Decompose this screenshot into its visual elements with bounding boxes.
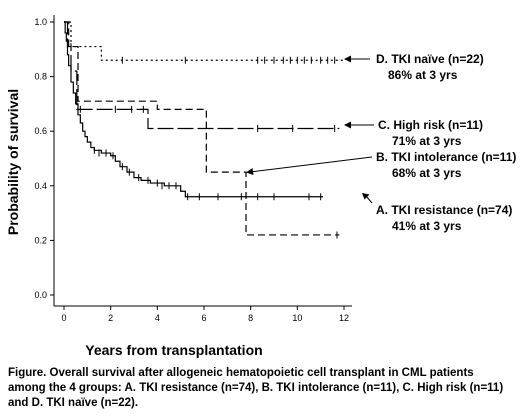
label-b-name: B. TKI intolerance (n=11) (376, 150, 516, 164)
x-tick-label: 6 (201, 313, 206, 323)
x-tick-label: 2 (108, 313, 113, 323)
series-c (64, 21, 340, 132)
label-b-annotation: 68% at 3 yrs (392, 166, 462, 180)
y-tick-label: 0.2 (34, 235, 47, 245)
x-tick-label: 8 (248, 313, 253, 323)
label-c-annotation: 71% at 3 yrs (392, 134, 462, 148)
label-d-annotation: 86% at 3 yrs (388, 68, 458, 82)
series-d (64, 21, 344, 64)
arrow-a (365, 195, 373, 204)
series-a (64, 21, 323, 201)
y-tick-label: 1.0 (34, 17, 47, 27)
survival-chart: 0.0 0.2 0.4 0.6 0.8 1.0 0 2 4 6 8 10 12 D. TKI naïve… (5, 15, 516, 358)
figure-caption: Figure. Overall survival after allogenei… (8, 367, 504, 409)
y-tick-label: 0.0 (34, 290, 47, 300)
y-tick-label: 0.4 (34, 181, 47, 191)
series-layer (64, 21, 344, 239)
y-tick-label: 0.6 (34, 126, 47, 136)
x-tick-label: 12 (339, 313, 349, 323)
label-a-name: A. TKI resistance (n=74) (376, 203, 512, 217)
x-tick-label: 0 (61, 313, 66, 323)
axes: 0.0 0.2 0.4 0.6 0.8 1.0 0 2 4 6 8 10 12 (34, 15, 352, 323)
label-c-name: C. High risk (n=11) (378, 118, 483, 132)
label-d-name: D. TKI naïve (n=22) (376, 52, 484, 66)
label-a-annotation: 41% at 3 yrs (392, 219, 462, 233)
series-b (64, 21, 340, 239)
arrow-c-head (344, 121, 351, 129)
arrow-b-head (246, 168, 254, 175)
x-tick-label: 10 (292, 313, 302, 323)
labels-layer: D. TKI naïve (n=22) 86% at 3 yrs C. High… (246, 52, 516, 233)
series-line-a (64, 21, 323, 198)
x-axis-title: Years from transplantation (85, 342, 262, 358)
series-line-c (64, 21, 340, 130)
series-line-b (64, 21, 340, 236)
x-tick-label: 4 (155, 313, 160, 323)
y-axis-title: Probability of survival (5, 89, 21, 235)
series-line-d (64, 21, 344, 61)
arrow-a-head (362, 193, 370, 200)
arrow-d-head (344, 55, 351, 63)
y-tick-label: 0.8 (34, 72, 47, 82)
arrow-b (249, 156, 373, 173)
